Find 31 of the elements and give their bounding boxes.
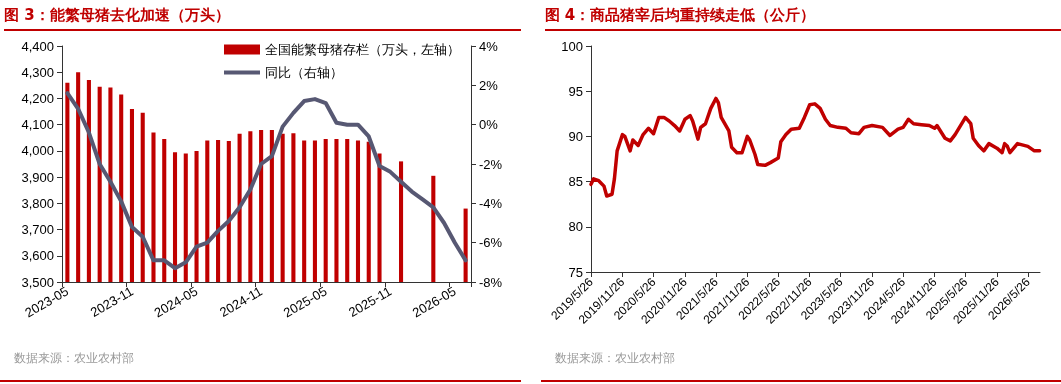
source-note: 数据来源：农业农村部 bbox=[554, 350, 675, 367]
y-tick-label: 95 bbox=[568, 83, 583, 99]
y2-tick-label: -8% bbox=[479, 274, 503, 290]
y-tick-label: 80 bbox=[568, 219, 583, 235]
y2-tick-label: 2% bbox=[479, 77, 499, 93]
y2-tick-label: -4% bbox=[479, 195, 503, 211]
line-series bbox=[588, 96, 1041, 198]
line-series bbox=[65, 91, 468, 271]
y-tick-label: 4,100 bbox=[21, 117, 54, 133]
y2-tick-label: 4% bbox=[479, 38, 499, 54]
y-tick-label: 4,400 bbox=[21, 38, 54, 54]
chart-title: 图 4：商品猪宰后均重持续走低（公斤） bbox=[544, 6, 1061, 31]
legend-label: 全国能繁母猪存栏（万头，左轴） bbox=[265, 42, 460, 57]
y-tick-label: 75 bbox=[568, 264, 583, 280]
y-tick-label: 3,600 bbox=[21, 248, 54, 264]
source-note: 数据来源：农业农村部 bbox=[14, 350, 134, 367]
y2-tick-label: 0% bbox=[479, 117, 499, 133]
y-tick-label: 4,300 bbox=[21, 64, 54, 80]
y-tick-label: 3,800 bbox=[21, 195, 54, 211]
y-tick-label: 4,200 bbox=[21, 90, 54, 106]
y2-tick-label: -2% bbox=[479, 156, 503, 172]
y-tick-label: 4,000 bbox=[21, 143, 54, 159]
y-tick-label: 100 bbox=[560, 38, 583, 54]
chart-title: 图 3：能繁母猪去化加速（万头） bbox=[4, 6, 521, 31]
y-tick-label: 3,900 bbox=[21, 169, 54, 185]
y-tick-label: 3,700 bbox=[21, 222, 54, 238]
legend-label: 同比（右轴） bbox=[265, 65, 343, 80]
y-tick-label: 90 bbox=[568, 128, 583, 144]
y2-tick-label: -6% bbox=[479, 235, 503, 251]
y-tick-label: 85 bbox=[568, 174, 583, 190]
y-tick-label: 3,500 bbox=[21, 274, 54, 290]
